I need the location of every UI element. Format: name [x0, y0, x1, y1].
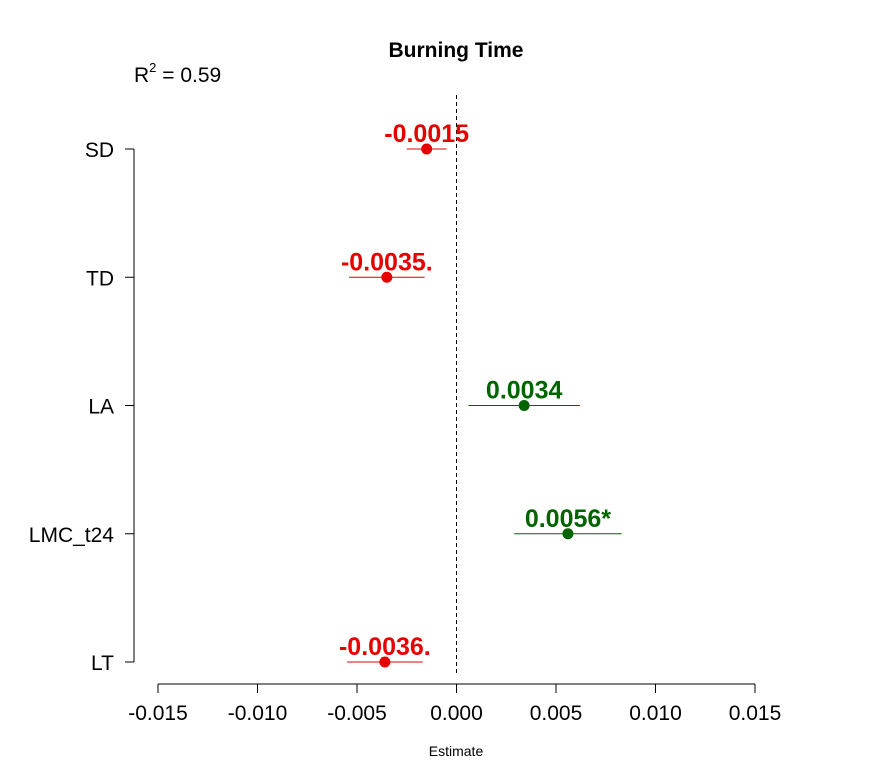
estimate-point — [421, 143, 433, 155]
y-tick-label: LT — [91, 652, 114, 675]
x-tick-label: 0.015 — [729, 702, 782, 725]
data-label: -0.0015 — [384, 120, 469, 148]
y-tick-label: LMC_t24 — [29, 524, 115, 547]
chart-title: Burning Time — [389, 39, 524, 62]
data-label: 0.0034 — [486, 377, 563, 405]
x-tick-label: 0.000 — [430, 702, 483, 725]
x-axis-label: Estimate — [429, 743, 484, 759]
r-squared-label: R2 = 0.59 — [134, 60, 221, 87]
y-tick-label: TD — [86, 267, 114, 290]
data-label: -0.0036. — [339, 633, 431, 661]
data-label: -0.0035. — [341, 248, 433, 276]
x-tick-label: -0.015 — [128, 702, 188, 725]
r-squared-letter: R — [134, 64, 149, 87]
r-squared-value: = 0.59 — [156, 64, 221, 87]
x-tick-label: 0.010 — [629, 702, 682, 725]
r-squared-superscript: 2 — [149, 60, 156, 75]
data-label: 0.0056* — [525, 505, 611, 533]
plot-area: SD TD LA LMC_t24 LT -0.015 -0.010 -0.005 0.000 0.… — [29, 95, 782, 725]
estimate-point — [381, 271, 393, 283]
x-tick-label: -0.005 — [327, 702, 387, 725]
x-tick-label: -0.010 — [228, 702, 288, 725]
y-tick-label: LA — [88, 396, 114, 419]
y-tick-label: SD — [85, 139, 114, 162]
estimate-point — [379, 656, 391, 668]
x-tick-label: 0.005 — [530, 702, 583, 725]
estimate-point — [562, 528, 574, 540]
estimate-point — [518, 400, 530, 411]
